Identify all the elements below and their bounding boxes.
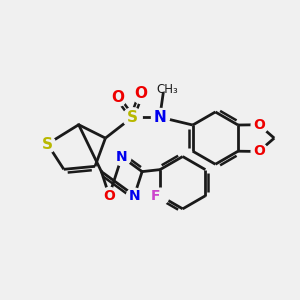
Text: N: N [154,110,167,125]
Text: S: S [127,110,138,125]
Text: O: O [135,86,148,101]
Text: F: F [151,189,160,203]
Text: O: O [111,90,124,105]
Text: O: O [103,188,115,203]
Text: O: O [253,145,265,158]
Text: N: N [116,150,128,164]
Text: N: N [128,188,140,203]
Text: CH₃: CH₃ [156,82,178,96]
Text: O: O [253,118,265,132]
Text: S: S [42,136,53,152]
